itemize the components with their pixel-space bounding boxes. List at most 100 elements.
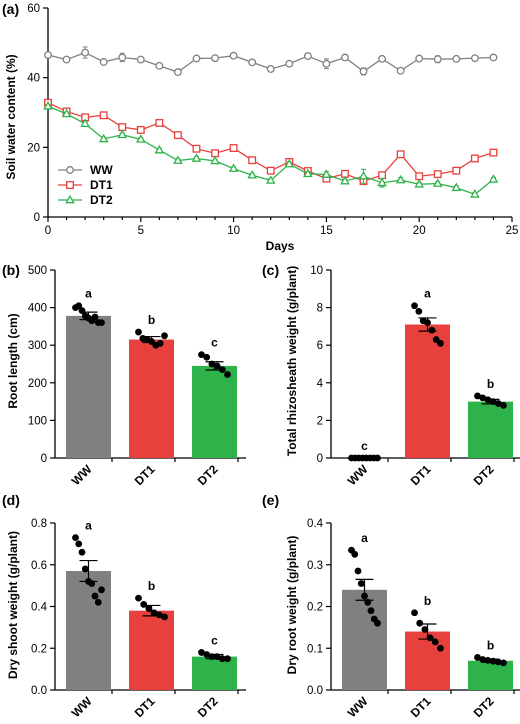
sample-point-dt2 (489, 398, 497, 405)
chart-d-y-tick-label: 0.6 (31, 560, 47, 572)
data-point-ww (303, 52, 312, 61)
chart-d-ylabel: Dry shoot weight (g/plant) (6, 531, 20, 679)
chart-a-x-tick-label: 20 (413, 225, 426, 237)
data-point-dt1 (415, 172, 424, 181)
data-point-dt1 (99, 111, 108, 120)
chart-e-y-tick-label: 0.3 (307, 560, 323, 572)
chart-b-y-tick-label: 300 (28, 340, 47, 352)
chart-e-y-tick-label: 0.0 (307, 685, 323, 697)
bar-dt2 (192, 656, 237, 690)
data-point-ww (62, 55, 71, 64)
sample-point-dt1 (416, 619, 424, 627)
sample-point-dt1 (424, 319, 431, 327)
chart-b-y-tick-label: 100 (28, 415, 47, 427)
sample-point-dt1 (411, 302, 418, 310)
significance-letter-dt1: b (148, 579, 155, 593)
data-point-dt2 (135, 134, 146, 143)
sample-point-ww (75, 540, 83, 548)
sample-point-dt2 (500, 401, 507, 409)
sample-point-dt2 (500, 659, 507, 667)
data-point-ww (81, 48, 90, 57)
sample-point-dt1 (161, 613, 168, 621)
sample-point-dt2 (479, 394, 487, 402)
bar-dt1 (405, 324, 450, 458)
data-point-dt1 (396, 150, 405, 159)
data-point-dt1 (118, 123, 127, 132)
data-point-dt2 (247, 169, 257, 179)
data-point-dt2 (377, 177, 387, 187)
significance-letter-ww: c (361, 439, 368, 453)
data-point-ww (118, 53, 127, 62)
category-label-dt1: DT1 (408, 694, 434, 720)
sample-point-dt2 (208, 360, 216, 368)
sample-point-dt2 (224, 655, 231, 663)
chart-b-plot: 0 100 200 300 400 500 a WW b DT1 c DT2 (28, 265, 246, 488)
chart-a-y-tick-label: 20 (27, 142, 40, 154)
sample-point-ww (81, 565, 89, 573)
sample-point-dt2 (484, 396, 492, 404)
sample-point-ww (374, 619, 381, 627)
panel-label-d: (d) (2, 492, 20, 508)
chart-b-y-tick-label: 200 (28, 378, 47, 390)
data-point-ww (378, 54, 387, 63)
chart-b-y-tick-label: 400 (28, 303, 47, 315)
chart-e-y-tick-label: 0.2 (307, 602, 323, 614)
chart-e-y-tick-label: 0.1 (307, 643, 323, 655)
chart-c-ylabel: Total rhizosheath weight (g/plant) (285, 266, 299, 456)
data-point-dt2 (451, 182, 462, 192)
data-point-ww (359, 67, 368, 76)
sample-point-dt1 (135, 328, 142, 336)
data-point-dt2 (154, 144, 165, 154)
data-point-ww (155, 61, 164, 70)
bar-dt2 (468, 401, 513, 458)
data-point-dt1 (433, 170, 442, 179)
sample-point-ww (374, 454, 381, 462)
sample-point-ww (91, 592, 99, 600)
bar-dt1 (129, 339, 174, 458)
chart-a-x-tick-label: 5 (138, 225, 144, 237)
chart-a-ylabel: Soil water content (%) (4, 54, 18, 179)
data-point-dt1 (211, 149, 219, 158)
data-point-dt2 (80, 118, 90, 127)
sample-point-ww (361, 592, 368, 600)
data-point-dt2 (43, 101, 53, 110)
sample-point-ww (98, 319, 105, 327)
sample-point-dt1 (428, 326, 436, 334)
category-label-ww: WW (345, 694, 371, 720)
chart-c-y-tick-label: 2 (317, 415, 323, 427)
significance-letter-dt1: b (148, 313, 155, 327)
data-point-ww (415, 54, 424, 63)
significance-letter-ww: a (85, 519, 92, 533)
data-point-dt2 (98, 133, 109, 143)
data-point-ww (136, 55, 145, 64)
sample-point-dt1 (140, 601, 148, 608)
chart-a-x-tick-label: 25 (506, 225, 519, 237)
data-point-ww (211, 54, 219, 63)
data-point-dt2 (340, 175, 350, 185)
sample-point-dt1 (156, 339, 164, 347)
sample-point-dt2 (494, 658, 502, 666)
data-point-dt2 (488, 174, 499, 183)
data-point-ww (173, 68, 182, 77)
data-point-dt1 (173, 131, 182, 140)
sample-point-dt1 (437, 644, 444, 652)
chart-e-ylabel: Dry root weight (g/plant) (285, 536, 299, 675)
significance-letter-ww: a (361, 531, 368, 545)
data-point-ww (396, 66, 405, 75)
sample-point-dt2 (203, 651, 211, 658)
legend-marker-dt2 (65, 194, 75, 204)
sample-point-ww (357, 580, 365, 587)
chart-b-ylabel: Root length (cm) (6, 313, 20, 408)
data-point-ww (285, 59, 294, 68)
data-point-dt2 (117, 129, 128, 139)
sample-point-ww (72, 534, 79, 542)
data-point-dt2 (395, 174, 406, 184)
sample-point-dt1 (415, 307, 423, 315)
legend-label-ww: WW (90, 163, 113, 177)
bar-dt1 (405, 631, 450, 690)
legend-marker-ww (66, 166, 74, 174)
sample-point-dt2 (198, 351, 205, 358)
sample-point-ww (75, 302, 83, 310)
sample-point-ww (91, 313, 99, 321)
